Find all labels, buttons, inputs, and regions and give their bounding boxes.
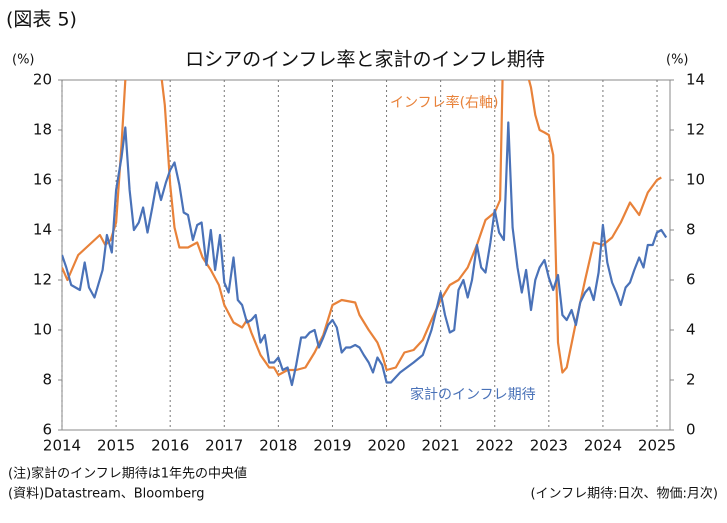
y2-tick-label: 8	[686, 221, 696, 239]
y-tick-label: 12	[33, 271, 52, 289]
series-line	[62, 80, 662, 377]
x-tick-label: 2015	[97, 437, 135, 455]
x-tick-label: 2021	[422, 437, 460, 455]
y2-unit: (%)	[666, 53, 689, 68]
y2-tick-label: 14	[686, 71, 705, 89]
series-label: 家計のインフレ期待	[410, 386, 536, 403]
x-tick-label: 2020	[367, 437, 405, 455]
y-tick-label: 16	[33, 171, 52, 189]
note: (注)家計のインフレ期待は1年先の中央値	[8, 466, 247, 482]
x-tick-label: 2023	[530, 437, 568, 455]
y-tick-label: 14	[33, 221, 52, 239]
y-tick-label: 8	[42, 371, 52, 389]
series-label: インフレ率(右軸)	[390, 94, 499, 111]
x-tick-label: 2017	[205, 437, 243, 455]
x-tick-label: 2022	[476, 437, 514, 455]
x-tick-label: 2016	[151, 437, 189, 455]
x-tick-label: 2018	[259, 437, 297, 455]
y2-tick-label: 10	[686, 171, 705, 189]
x-tick-label: 2014	[43, 437, 81, 455]
y-tick-label: 20	[33, 71, 52, 89]
source-note: (インフレ期待:日次、物価:月次)	[530, 486, 718, 502]
x-tick-label: 2019	[313, 437, 351, 455]
y2-tick-label: 2	[686, 371, 696, 389]
plot-frame	[61, 79, 671, 431]
figure-label: (図表 5)	[6, 9, 77, 31]
y2-tick-label: 12	[686, 121, 705, 139]
y-tick-label: 18	[33, 121, 52, 139]
y2-tick-label: 4	[686, 321, 696, 339]
y-tick-label: 10	[33, 321, 52, 339]
y2-tick-label: 6	[686, 271, 696, 289]
series-line	[62, 121, 668, 387]
x-tick-label: 2025	[638, 437, 676, 455]
y-unit: (%)	[12, 53, 35, 68]
chart-title: ロシアのインフレ率と家計のインフレ期待	[185, 49, 545, 71]
y2-tick-label: 0	[686, 421, 696, 439]
x-tick-label: 2024	[584, 437, 622, 455]
y-tick-label: 6	[42, 421, 52, 439]
note: (資料)Datastream、Bloomberg	[8, 487, 204, 502]
